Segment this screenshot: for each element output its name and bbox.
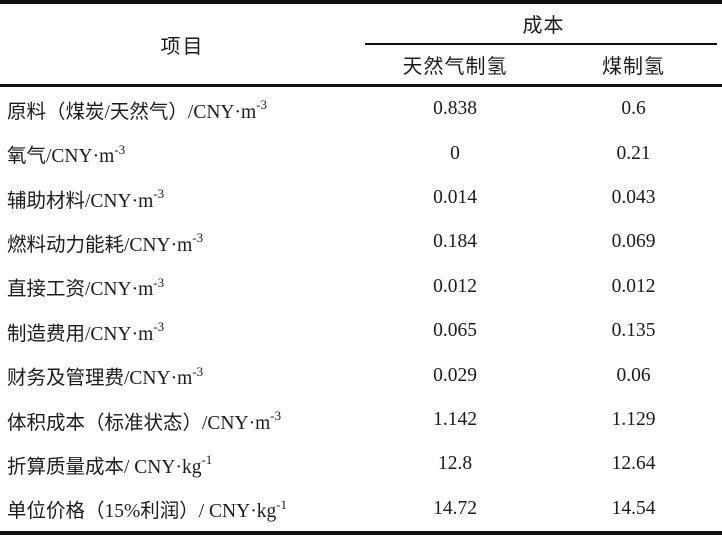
row-label: 制造费用/CNY·m-3 (0, 317, 365, 346)
row-label: 辅助材料/CNY·m-3 (0, 184, 365, 213)
column-header-item: 项目 (160, 35, 205, 58)
value-coal: 12.64 (611, 453, 656, 475)
row-label-exponent: -1 (276, 496, 288, 512)
row-label-text: 辅助材料/CNY·m (7, 190, 154, 212)
value-coal: 0.069 (611, 231, 656, 253)
row-label-exponent: -3 (153, 274, 165, 290)
value-natural-gas: 0.838 (433, 98, 477, 120)
value-natural-gas: 14.72 (433, 497, 477, 519)
value-natural-gas: 12.8 (437, 453, 473, 475)
value-coal: 1.129 (611, 409, 656, 431)
row-label: 原料（煤炭/天然气）/CNY·m-3 (0, 95, 365, 124)
table-row: 单位价格（15%利润）/ CNY·kg-1 14.72 14.54 (0, 487, 722, 531)
value-natural-gas: 0.012 (433, 275, 477, 297)
row-label-exponent: -3 (192, 363, 204, 379)
table-body: 原料（煤炭/天然气）/CNY·m-3 0.838 0.6 氧气/CNY·m-3 … (0, 87, 722, 531)
value-coal: 0.6 (621, 98, 646, 120)
row-label-text: 直接工资/CNY·m (7, 279, 154, 301)
row-label-text: 体积成本（标准状态）/CNY·m (7, 412, 271, 434)
row-label-exponent: -3 (153, 319, 165, 335)
value-coal: 14.54 (611, 497, 656, 519)
column-header-natural-gas: 天然气制氢 (402, 56, 508, 78)
row-label-exponent: -3 (256, 97, 268, 113)
sub-columns: 天然气制氢 煤制氢 (365, 45, 722, 84)
row-label-text: 制造费用/CNY·m (7, 323, 154, 345)
value-natural-gas: 0.065 (433, 320, 477, 342)
row-label-exponent: -3 (270, 408, 282, 424)
value-coal: 0.012 (611, 275, 656, 297)
row-label: 折算质量成本/ CNY·kg-1 (0, 450, 365, 479)
row-label-exponent: -3 (114, 141, 126, 157)
value-natural-gas: 1.142 (433, 409, 477, 431)
value-natural-gas: 0.014 (433, 187, 477, 209)
value-coal: 0.043 (611, 187, 656, 209)
table-row: 原料（煤炭/天然气）/CNY·m-3 0.838 0.6 (0, 87, 722, 131)
value-natural-gas: 0.184 (433, 231, 477, 253)
value-coal: 0.21 (616, 142, 651, 164)
row-label-text: 折算质量成本/ CNY·kg (7, 456, 202, 478)
table-row: 体积成本（标准状态）/CNY·m-3 1.142 1.129 (0, 398, 722, 442)
row-label-exponent: -3 (192, 230, 204, 246)
table-row: 直接工资/CNY·m-3 0.012 0.012 (0, 265, 722, 309)
column-header-coal: 煤制氢 (602, 56, 665, 78)
value-natural-gas: 0 (450, 142, 460, 164)
table-row: 氧气/CNY·m-3 0 0.21 (0, 131, 722, 175)
table-header: 项目 成本 天然气制氢 煤制氢 (0, 4, 722, 87)
row-label-text: 原料（煤炭/天然气）/CNY·m (7, 101, 257, 123)
row-label-text: 氧气/CNY·m (7, 146, 115, 168)
row-label: 单位价格（15%利润）/ CNY·kg-1 (0, 494, 365, 523)
value-coal: 0.135 (611, 320, 656, 342)
row-label: 氧气/CNY·m-3 (0, 139, 365, 168)
row-label: 体积成本（标准状态）/CNY·m-3 (0, 406, 365, 435)
table-row: 制造费用/CNY·m-3 0.065 0.135 (0, 309, 722, 353)
cost-group-rule (365, 43, 717, 45)
table-row: 辅助材料/CNY·m-3 0.014 0.043 (0, 176, 722, 220)
row-label-text: 财务及管理费/CNY·m (7, 368, 193, 390)
row-label-exponent: -1 (201, 452, 213, 468)
row-label: 财务及管理费/CNY·m-3 (0, 361, 365, 390)
column-group-cost-label: 成本 (522, 15, 565, 37)
table-row: 燃料动力能耗/CNY·m-3 0.184 0.069 (0, 220, 722, 264)
row-label-exponent: -3 (153, 186, 165, 202)
column-group-cost: 成本 天然气制氢 煤制氢 (365, 4, 722, 84)
table-row: 折算质量成本/ CNY·kg-1 12.8 12.64 (0, 442, 722, 486)
value-natural-gas: 0.029 (433, 364, 477, 386)
value-coal: 0.06 (616, 364, 651, 386)
row-label: 燃料动力能耗/CNY·m-3 (0, 228, 365, 257)
row-label-text: 单位价格（15%利润）/ CNY·kg (7, 501, 277, 523)
row-label-text: 燃料动力能耗/CNY·m (7, 234, 193, 256)
row-label: 直接工资/CNY·m-3 (0, 272, 365, 301)
table-row: 财务及管理费/CNY·m-3 0.029 0.06 (0, 353, 722, 397)
